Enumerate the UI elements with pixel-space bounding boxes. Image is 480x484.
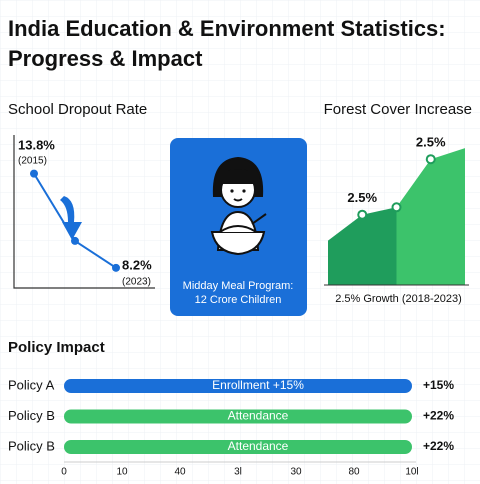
point <box>112 263 120 272</box>
axis-label: 0 <box>61 467 67 478</box>
axis-label: 3l <box>234 467 242 478</box>
point <box>357 209 368 220</box>
row-label: Policy A <box>8 377 55 392</box>
title-line: India Education & Environment Statistics… <box>8 16 446 41</box>
bar <box>64 440 412 454</box>
axis-label: 10l <box>405 467 418 478</box>
caption: 2.5% Growth (2018-2023) <box>335 293 462 305</box>
point <box>71 236 79 245</box>
row-label: Policy B <box>8 438 55 453</box>
title-line: Progress & Impact <box>8 46 203 71</box>
child-icon <box>210 156 267 256</box>
x-label: (2015) <box>18 156 47 167</box>
bar-text: Attendance <box>228 439 289 453</box>
x-label: (2023) <box>122 276 151 287</box>
value-label: 8.2% <box>122 257 152 272</box>
chart-title: School Dropout Rate <box>8 101 147 118</box>
area <box>328 148 465 285</box>
point <box>425 154 436 165</box>
value-label: 13.8% <box>18 137 55 152</box>
axis-label: 80 <box>348 467 360 478</box>
axis <box>13 135 155 289</box>
trend-arrow <box>60 196 82 240</box>
axis-label: 40 <box>174 467 186 478</box>
bar <box>64 379 412 393</box>
row-value: +15% <box>423 378 454 392</box>
axis-label: 30 <box>290 467 302 478</box>
row-value: +22% <box>423 439 454 453</box>
row-value: +22% <box>423 409 454 423</box>
bar-text: Enrollment +15% <box>212 378 304 392</box>
chart-title: Forest Cover Increase <box>324 101 472 118</box>
card-text: 12 Crore Children <box>195 294 282 306</box>
axis-label: 10 <box>116 467 128 478</box>
meal-card <box>170 138 307 316</box>
section-title: Policy Impact <box>8 339 105 356</box>
row-label: Policy B <box>8 408 55 423</box>
point <box>391 202 402 213</box>
annotation: 2.5% <box>416 135 446 150</box>
annotation: 2.5% <box>347 190 377 205</box>
bar-text: Attendance <box>228 409 289 423</box>
point <box>30 169 38 178</box>
bar <box>64 409 412 424</box>
card-text: Midday Meal Program: <box>183 280 294 292</box>
